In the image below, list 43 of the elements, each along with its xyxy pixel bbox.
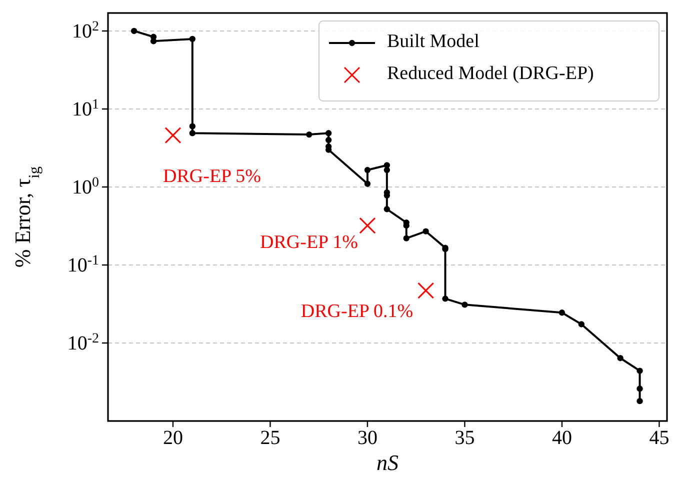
point xyxy=(359,217,376,234)
point xyxy=(189,36,196,42)
y-tick-label: 10$^{1}$ xyxy=(72,96,99,120)
point xyxy=(442,296,448,302)
point xyxy=(558,310,566,316)
point xyxy=(150,38,157,44)
point xyxy=(325,146,332,153)
point xyxy=(636,386,643,392)
legend-label: Reduced Model (DRG-EP) xyxy=(387,63,594,84)
point xyxy=(306,131,312,138)
point xyxy=(578,321,585,328)
x-tick-label: 35 xyxy=(454,427,475,450)
x-tick-label: 20 xyxy=(162,427,183,450)
point xyxy=(636,368,643,374)
point xyxy=(384,166,390,174)
y-tick-label: 10$^{-2}$ xyxy=(67,330,99,354)
point xyxy=(462,302,468,308)
point xyxy=(403,235,410,242)
point xyxy=(130,28,138,34)
point xyxy=(364,166,371,174)
point xyxy=(189,123,196,130)
point xyxy=(164,127,182,144)
x-tick-label: 25 xyxy=(260,427,280,450)
x-tick-label: 40 xyxy=(552,427,572,450)
x-axis-title: nS xyxy=(376,450,398,475)
point xyxy=(418,282,434,299)
legend-label: Built Model xyxy=(387,31,480,52)
point xyxy=(384,206,390,212)
annotation: DRG-EP 0.1% xyxy=(300,301,414,322)
annotation: DRG-EP 1% xyxy=(260,232,358,254)
point xyxy=(617,355,624,362)
y-tick-label: 10$^{0}$ xyxy=(72,174,99,198)
annotation: DRG-EP 5% xyxy=(163,166,262,188)
y-tick-label: 10$^{-1}$ xyxy=(67,252,99,276)
point xyxy=(189,130,196,136)
y-tick-label: 10$^{2}$ xyxy=(72,18,99,42)
point xyxy=(636,398,643,404)
point xyxy=(364,180,371,187)
x-tick-label: 45 xyxy=(649,427,670,450)
x-tick-label: 30 xyxy=(357,427,378,450)
point xyxy=(325,130,332,136)
point xyxy=(422,228,429,234)
point xyxy=(325,136,332,144)
